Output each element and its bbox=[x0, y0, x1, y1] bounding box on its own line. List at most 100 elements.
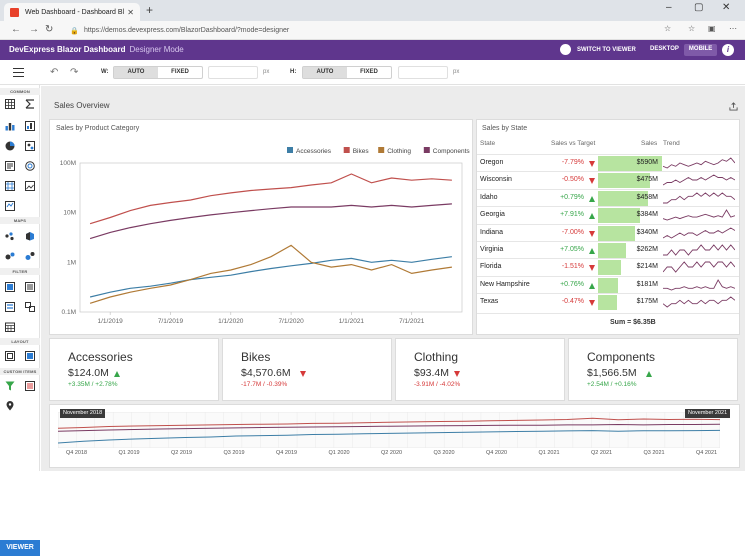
clothing-series-line[interactable] bbox=[89, 244, 452, 304]
desktop-button[interactable]: DESKTOP bbox=[650, 46, 679, 52]
switch-label: SWITCH TO VIEWER bbox=[577, 46, 636, 53]
pies-item-icon[interactable] bbox=[5, 141, 15, 151]
tree-view-item-icon[interactable] bbox=[5, 302, 15, 312]
switch-to-viewer-button[interactable]: SWITCH TO VIEWER bbox=[560, 44, 636, 55]
collections-icon[interactable]: ▣ bbox=[708, 24, 716, 33]
arrow-up-icon bbox=[114, 371, 121, 377]
range-end-label[interactable]: November 2021 bbox=[685, 409, 731, 418]
kpi-card[interactable] bbox=[222, 338, 392, 401]
url-input[interactable]: 🔒 https://demos.devexpress.com/BlazorDas… bbox=[62, 24, 654, 37]
bikes-series-line[interactable] bbox=[89, 173, 452, 225]
image-item-icon[interactable] bbox=[25, 181, 35, 191]
accessories-series-line[interactable] bbox=[89, 256, 452, 298]
grid-row[interactable]: Texas -0.47% $175M bbox=[477, 293, 739, 311]
online-map-item-icon[interactable] bbox=[5, 401, 15, 411]
text-box-item-icon[interactable] bbox=[5, 161, 15, 171]
state-name: Georgia bbox=[480, 211, 505, 219]
treemap-item-icon[interactable] bbox=[5, 201, 15, 211]
date-filter-item-icon[interactable] bbox=[5, 322, 15, 332]
sales-value: $262M bbox=[636, 246, 658, 253]
mobile-button[interactable]: MOBILE bbox=[683, 44, 718, 56]
list-box-item-icon[interactable] bbox=[25, 282, 35, 292]
favorites-icon[interactable]: ☆ bbox=[688, 24, 696, 33]
grid-item-icon[interactable] bbox=[5, 99, 15, 109]
components-series-line[interactable] bbox=[89, 203, 452, 240]
chart-item-icon[interactable] bbox=[5, 121, 15, 131]
range-filter-item-icon[interactable] bbox=[25, 302, 35, 312]
tab-container-icon[interactable] bbox=[25, 351, 35, 361]
grid-row[interactable]: Virginia +7.05% $262M bbox=[477, 241, 739, 258]
custom-items-section-header: CUSTOM ITEMS bbox=[0, 368, 40, 375]
state-name: New Hampshire bbox=[480, 280, 530, 288]
kpi-name: Clothing bbox=[414, 350, 459, 364]
bubble-map-icon[interactable] bbox=[5, 251, 15, 261]
minimize-icon[interactable]: – bbox=[666, 2, 672, 13]
back-icon[interactable]: ← bbox=[11, 24, 21, 35]
new-tab-icon[interactable]: + bbox=[146, 3, 154, 17]
kpi-card[interactable] bbox=[395, 338, 565, 401]
category-chart-card bbox=[49, 119, 473, 335]
range-filter-chart[interactable] bbox=[58, 412, 720, 448]
menu-icon[interactable] bbox=[13, 68, 24, 80]
combo-box-item-icon[interactable] bbox=[5, 282, 15, 292]
bound-image-item-icon[interactable] bbox=[5, 181, 15, 191]
redo-icon[interactable]: ↷ bbox=[70, 67, 79, 78]
kpi-value: $1,566.5M bbox=[587, 367, 637, 379]
sales-vs-target: +0.76% bbox=[560, 280, 584, 288]
grid-row[interactable]: Georgia +7.91% $384M bbox=[477, 206, 739, 224]
sales-vs-target: -7.79% bbox=[561, 159, 584, 166]
close-tab-icon[interactable]: ✕ bbox=[127, 7, 134, 17]
group-item-icon[interactable] bbox=[5, 351, 15, 361]
trend-sparkline bbox=[663, 209, 735, 221]
export-icon[interactable] bbox=[729, 102, 738, 111]
grid-header-sales[interactable]: Sales bbox=[641, 140, 658, 147]
sales-value: $475M bbox=[636, 176, 658, 184]
trend-sparkline bbox=[663, 296, 735, 308]
height-input[interactable] bbox=[398, 66, 448, 79]
grid-header-state[interactable]: State bbox=[480, 140, 496, 147]
y-tick-label: 0.1M bbox=[62, 309, 76, 316]
funnel-item-icon[interactable] bbox=[5, 381, 15, 391]
grid-row[interactable]: Indiana -7.00% $340M bbox=[477, 223, 739, 241]
favorite-star-icon[interactable]: ☆ bbox=[664, 24, 672, 33]
grid-header-trend[interactable]: Trend bbox=[663, 140, 680, 147]
simple-table-item-icon[interactable] bbox=[25, 381, 35, 391]
gauge-item-icon[interactable] bbox=[25, 141, 35, 151]
legend-label[interactable]: Accessories bbox=[296, 148, 332, 155]
grid-row[interactable]: Florida -1.51% $214M bbox=[477, 258, 739, 276]
viewer-button[interactable]: VIEWER bbox=[0, 540, 40, 556]
width-auto-button[interactable]: AUTO bbox=[114, 67, 158, 78]
undo-icon[interactable]: ↶ bbox=[50, 67, 59, 78]
legend-label[interactable]: Bikes bbox=[353, 148, 370, 155]
width-input[interactable] bbox=[208, 66, 258, 79]
grid-row[interactable]: New Hampshire +0.76% $181M bbox=[477, 275, 739, 293]
range-start-label[interactable]: November 2018 bbox=[60, 409, 106, 418]
height-fixed-button[interactable]: FIXED bbox=[360, 69, 378, 75]
legend-label[interactable]: Clothing bbox=[387, 148, 411, 155]
grid-row[interactable]: Idaho +0.79% $458M bbox=[477, 188, 739, 206]
choropleth-map-icon[interactable] bbox=[25, 231, 35, 241]
grid-row[interactable]: Wisconsin -0.50% $475M bbox=[477, 171, 739, 189]
grid-header-sales-vs-target[interactable]: Sales vs Target bbox=[551, 140, 596, 147]
height-auto-button[interactable]: AUTO bbox=[303, 67, 347, 78]
chart-legend: Accessories Bikes Clothing Components bbox=[283, 145, 473, 155]
refresh-icon[interactable]: ↻ bbox=[45, 24, 54, 35]
legend-label[interactable]: Components bbox=[433, 148, 471, 155]
width-fixed-button[interactable]: FIXED bbox=[171, 69, 189, 75]
kpi-card[interactable] bbox=[49, 338, 219, 401]
card-item-icon[interactable] bbox=[25, 99, 35, 109]
pivot-item-icon[interactable] bbox=[25, 161, 35, 171]
grid-row[interactable]: Oregon -7.79% $590M bbox=[477, 154, 739, 171]
forward-icon[interactable]: → bbox=[29, 24, 39, 35]
geo-point-map-icon[interactable] bbox=[5, 231, 15, 241]
range-tick-label: Q2 2020 bbox=[381, 450, 403, 456]
browser-tab[interactable]: Web Dashboard - Dashboard Bl ✕ bbox=[4, 3, 140, 21]
kpi-card[interactable] bbox=[568, 338, 738, 401]
trend-line bbox=[663, 157, 735, 169]
info-icon[interactable]: i bbox=[722, 44, 734, 56]
close-window-icon[interactable]: ✕ bbox=[722, 2, 731, 13]
scatter-chart-item-icon[interactable] bbox=[25, 121, 35, 131]
maximize-icon[interactable]: ▢ bbox=[694, 2, 704, 13]
pie-map-icon[interactable] bbox=[25, 251, 35, 261]
more-icon[interactable]: ⋯ bbox=[729, 24, 737, 33]
